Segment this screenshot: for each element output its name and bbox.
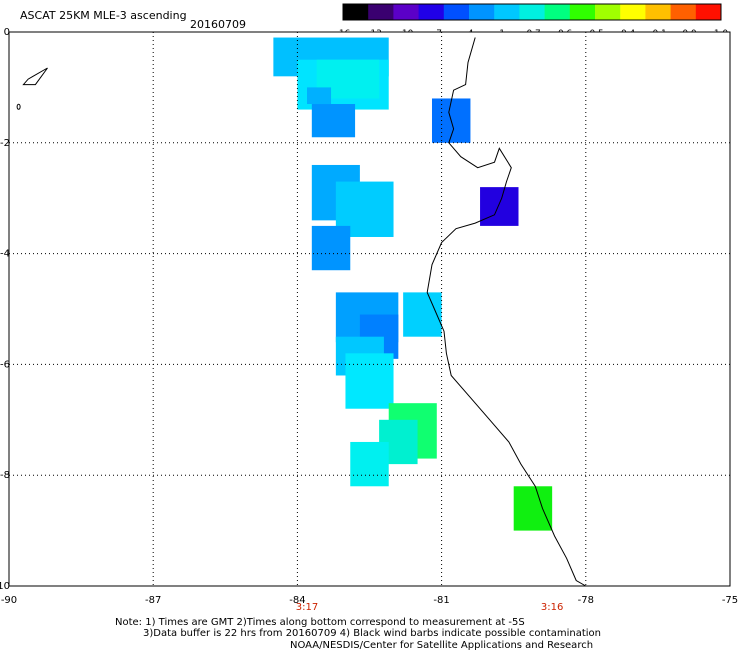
wind-cell <box>480 187 519 226</box>
galapagos-island <box>22 67 48 86</box>
latitude-tick-label: -8 <box>0 470 10 481</box>
plot-date: 20160709 <box>190 18 246 31</box>
latitude-tick-label: -6 <box>0 359 10 370</box>
latitude-tick-label: -10 <box>0 581 10 592</box>
latitude-tick-label: 0 <box>4 27 10 38</box>
colorbar-segment <box>670 4 697 20</box>
footer-note-2: 3)Data buffer is 22 hrs from 20160709 4)… <box>143 628 601 639</box>
colorbar-segment <box>695 4 722 20</box>
map-frame <box>8 31 731 587</box>
wind-cell <box>513 486 553 531</box>
colorbar-segment <box>368 4 394 20</box>
longitude-tick-label: -78 <box>578 595 594 606</box>
colorbar-segment <box>443 4 470 20</box>
longitude-tick-label: -84 <box>289 595 305 606</box>
small-islet <box>16 103 21 110</box>
time-label: 3:16 <box>541 602 563 613</box>
colorbar-segment <box>343 4 369 20</box>
colorbar-segment <box>569 4 596 20</box>
graticule <box>9 32 730 586</box>
colorbar-segment <box>645 4 672 20</box>
colorbar-segment <box>544 4 571 20</box>
colorbar-border <box>342 3 722 21</box>
colorbar-segment <box>620 4 646 20</box>
coastline <box>426 37 587 587</box>
colorbar-segment <box>519 4 546 20</box>
latitude-labels: 0 -2 -4 -6 -8 -10 <box>0 27 10 592</box>
plot-title: ASCAT 25KM MLE-3 ascending <box>20 9 187 22</box>
wind-cell <box>345 353 394 409</box>
longitude-tick-label: -87 <box>145 595 161 606</box>
time-labels: 3:17 3:16 <box>296 602 564 613</box>
wind-cell <box>350 441 389 487</box>
wind-cell <box>311 104 356 138</box>
longitude-tick-label: -90 <box>1 595 17 606</box>
colorbar-segment <box>469 4 495 20</box>
wind-cell <box>403 292 442 337</box>
latitude-tick-label: -4 <box>0 249 10 260</box>
footer-note-3: NOAA/NESDIS/Center for Satellite Applica… <box>290 640 593 650</box>
footer-note-1: Note: 1) Times are GMT 2)Times along bot… <box>115 617 525 628</box>
colorbar-segment <box>393 4 420 20</box>
colorbar-segment <box>595 4 621 20</box>
wind-cell <box>307 87 332 105</box>
latitude-tick-label: -2 <box>0 138 10 149</box>
time-label: 3:17 <box>296 602 318 613</box>
longitude-tick-label: -75 <box>722 595 738 606</box>
wind-cell <box>311 225 351 271</box>
colorbar-segment <box>494 4 520 20</box>
longitude-tick-label: -81 <box>433 595 449 606</box>
longitude-labels: -90 -87 -84 -81 -78 -75 <box>1 595 738 606</box>
colorbar-segment <box>418 4 445 20</box>
